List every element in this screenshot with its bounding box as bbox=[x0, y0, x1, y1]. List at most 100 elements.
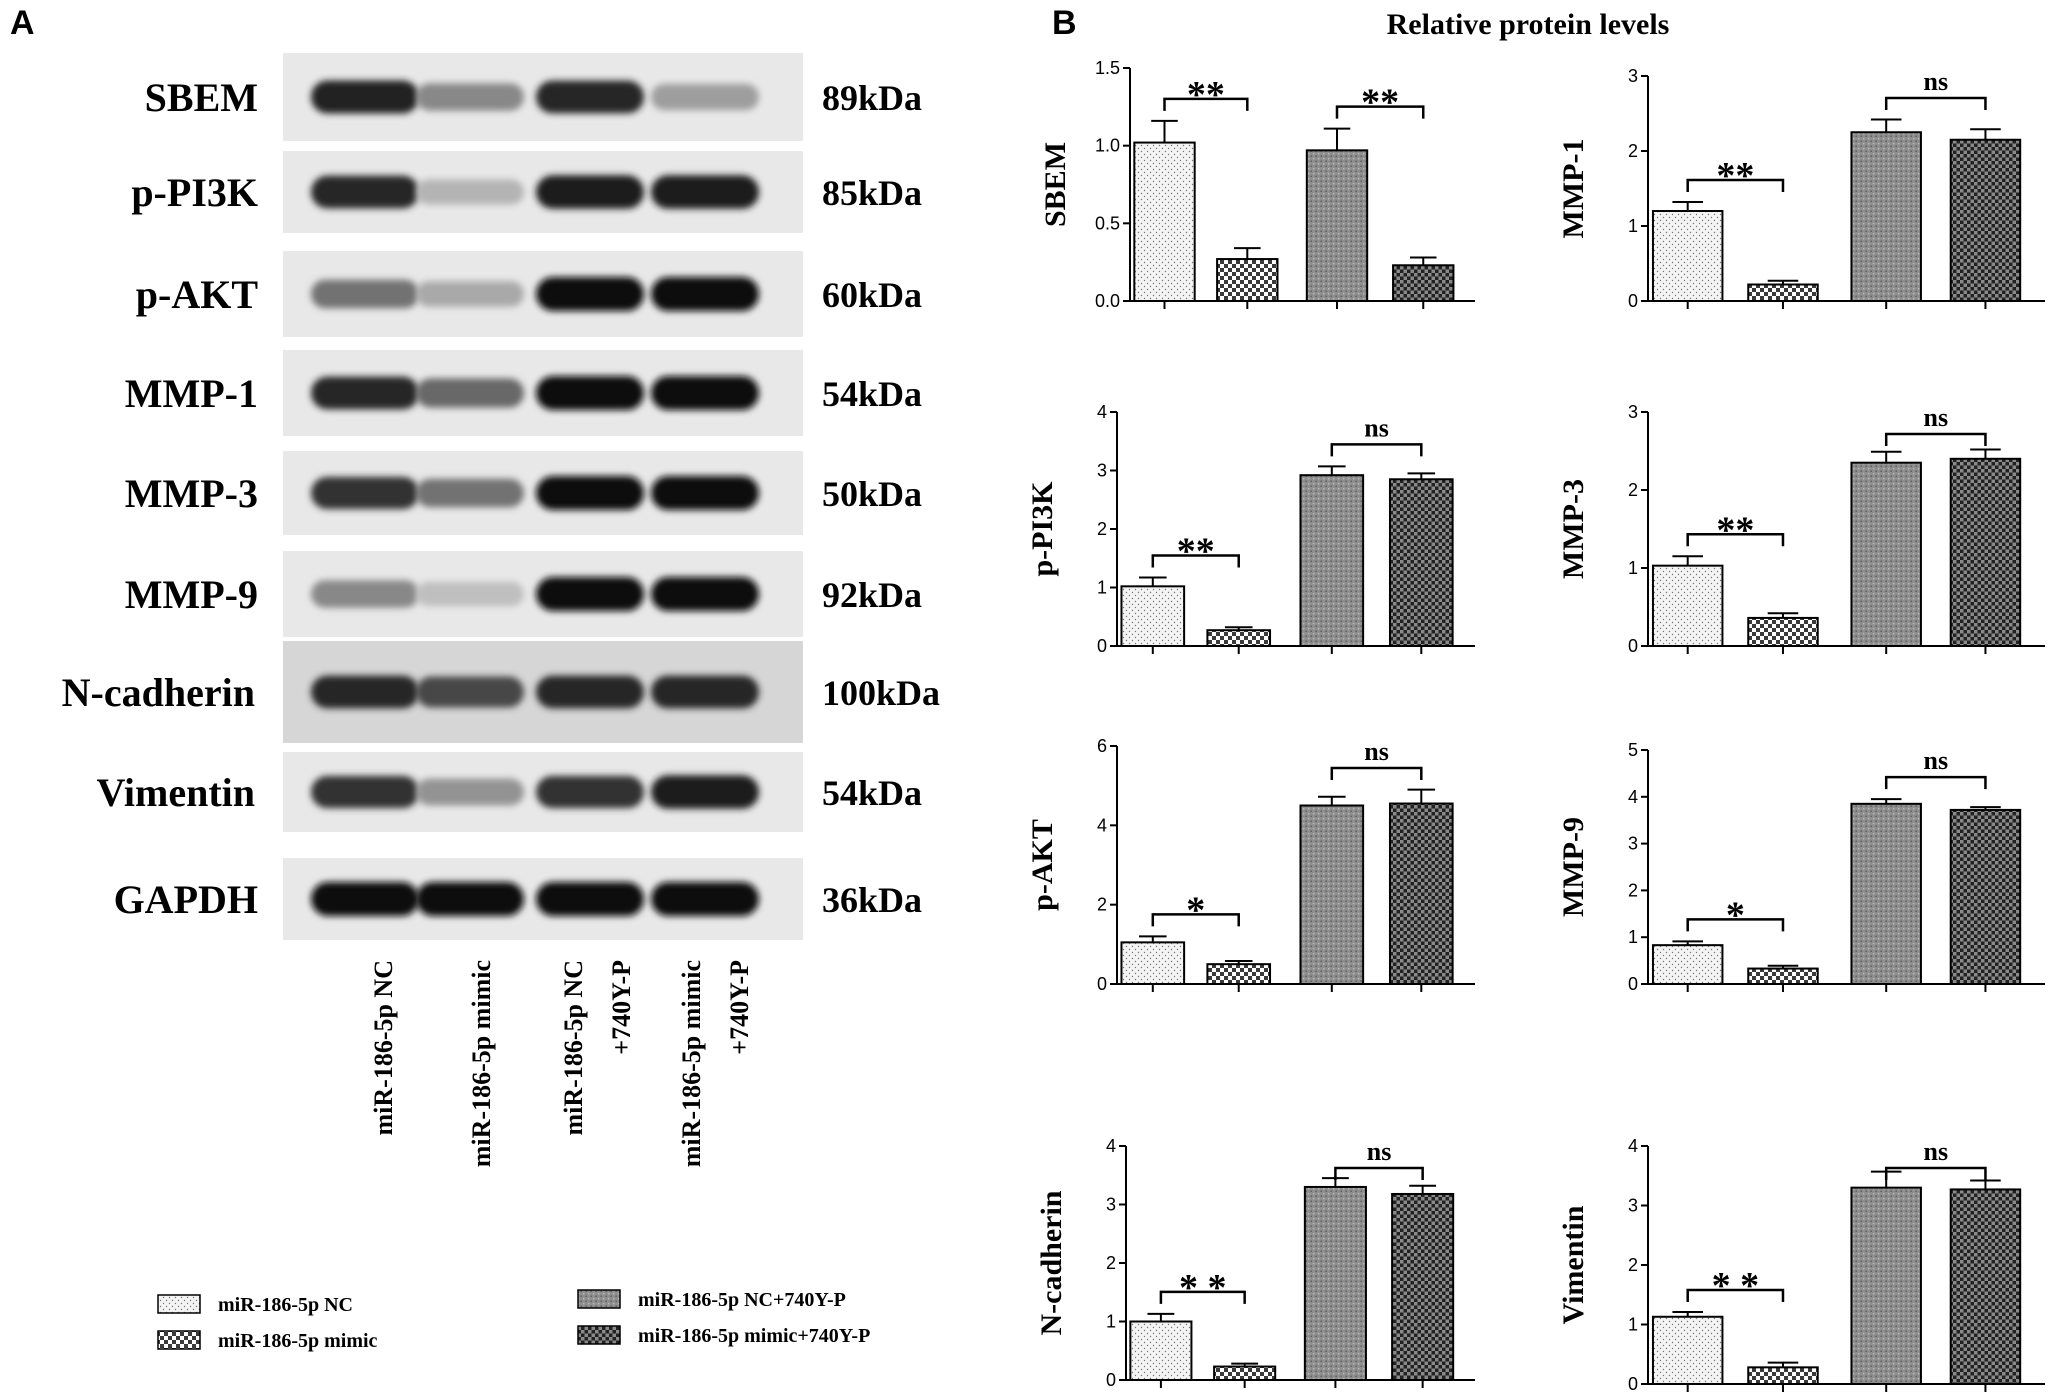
blot-band bbox=[651, 376, 759, 410]
y-axis-label: MMP-1 bbox=[1557, 139, 1590, 239]
y-tick-label: 0 bbox=[1097, 636, 1107, 656]
bar bbox=[1213, 1365, 1277, 1382]
blot-band bbox=[311, 80, 419, 114]
legend-swatch bbox=[157, 1330, 201, 1350]
blot-band bbox=[536, 675, 644, 709]
significance-label: ns bbox=[1924, 403, 1949, 432]
blot-kda-label: 54kDa bbox=[822, 374, 922, 414]
blot-band bbox=[311, 376, 419, 410]
significance-bracket bbox=[1686, 1288, 1785, 1303]
blot-band bbox=[651, 476, 759, 510]
y-tick-label: 0 bbox=[1628, 974, 1638, 994]
blot-band bbox=[311, 279, 419, 309]
y-tick-label: 3 bbox=[1628, 402, 1638, 422]
bar bbox=[1747, 1366, 1819, 1385]
blot-protein-label: Vimentin bbox=[96, 770, 255, 815]
y-tick-label: 0 bbox=[1628, 636, 1638, 656]
blot-band bbox=[416, 676, 524, 708]
bar bbox=[1120, 585, 1186, 648]
blot-band bbox=[416, 581, 524, 607]
blot-band bbox=[651, 83, 759, 111]
y-axis-label: MMP-9 bbox=[1557, 817, 1590, 917]
blot-kda-label: 50kDa bbox=[822, 474, 922, 514]
significance-bracket bbox=[1151, 554, 1240, 568]
blot-row: p-PI3K 85kDa bbox=[131, 151, 922, 233]
y-tick-label: 3 bbox=[1097, 461, 1107, 481]
significance-label: ** bbox=[1177, 531, 1215, 573]
lane-label: miR-186-5p mimic bbox=[677, 960, 706, 1167]
bar bbox=[1206, 963, 1272, 986]
legend-swatch bbox=[157, 1294, 201, 1314]
bar bbox=[1303, 1185, 1367, 1381]
bar bbox=[1747, 967, 1819, 986]
y-tick-label: 5 bbox=[1628, 740, 1638, 760]
blot-band bbox=[311, 175, 419, 209]
legend: miR-186-5p NC miR-186-5p mimic miR-186-5p … bbox=[157, 1289, 870, 1352]
bar bbox=[1388, 478, 1454, 647]
blot-band bbox=[536, 476, 644, 510]
significance-bracket bbox=[1686, 533, 1785, 547]
lane-label: miR-186-5p mimic bbox=[467, 960, 496, 1167]
y-tick-label: 0 bbox=[1628, 1374, 1638, 1394]
y-tick-label: 2 bbox=[1628, 1255, 1638, 1275]
significance-label: ns bbox=[1367, 1137, 1392, 1166]
bar-chart: 0 1 2 3 MMP-3 ** ns bbox=[1557, 402, 2045, 656]
bar-chart: 0 1 2 3 MMP-1 ** ns bbox=[1557, 66, 2045, 311]
blot-band bbox=[311, 775, 419, 809]
panel-b-title: Relative protein levels bbox=[1387, 8, 1670, 41]
bar bbox=[1206, 629, 1272, 648]
blot-band bbox=[416, 882, 524, 916]
blot-kda-label: 85kDa bbox=[822, 173, 922, 213]
y-tick-label: 1 bbox=[1628, 927, 1638, 947]
y-tick-label: 0 bbox=[1106, 1370, 1116, 1390]
y-tick-label: 4 bbox=[1097, 815, 1107, 835]
significance-bracket bbox=[1334, 1166, 1424, 1180]
significance-label: ** bbox=[1361, 82, 1399, 124]
blot-band bbox=[651, 277, 759, 311]
bar bbox=[1949, 1188, 2022, 1386]
y-tick-label: 1 bbox=[1106, 1312, 1116, 1332]
significance-label: * * bbox=[1712, 1265, 1760, 1307]
bar-chart: 0 1 2 3 4 5 MMP-9 * ns bbox=[1557, 740, 2045, 994]
y-tick-label: 4 bbox=[1628, 1136, 1638, 1156]
blot-protein-label: p-PI3K bbox=[131, 170, 258, 215]
blot-band bbox=[536, 376, 644, 410]
y-tick-label: 0 bbox=[1097, 974, 1107, 994]
blot-row: MMP-1 54kDa bbox=[125, 350, 922, 436]
bar bbox=[1747, 616, 1819, 647]
panel-b-label: B bbox=[1052, 4, 1077, 42]
bar-chart: 0.0 0.5 1.0 1.5 SBEM ** ** bbox=[1039, 58, 1475, 311]
blot-band bbox=[651, 775, 759, 809]
y-tick-label: 2 bbox=[1106, 1253, 1116, 1273]
bar bbox=[1651, 564, 1724, 647]
blot-band bbox=[536, 577, 644, 611]
y-tick-label: 3 bbox=[1628, 66, 1638, 86]
blot-protein-label: N-cadherin bbox=[62, 670, 255, 715]
blot-band bbox=[311, 476, 419, 510]
bar bbox=[1133, 141, 1196, 302]
blot-kda-label: 36kDa bbox=[822, 880, 922, 920]
lane-label: miR-186-5p NC bbox=[559, 960, 588, 1136]
y-tick-label: 3 bbox=[1628, 834, 1638, 854]
y-tick-label: 3 bbox=[1106, 1195, 1116, 1215]
blot-band bbox=[416, 378, 524, 408]
bar bbox=[1120, 941, 1186, 985]
blot-band bbox=[311, 580, 419, 608]
y-tick-label: 2 bbox=[1628, 141, 1638, 161]
bar bbox=[1850, 1186, 1922, 1386]
significance-bracket bbox=[1884, 775, 1987, 790]
y-tick-label: 4 bbox=[1106, 1136, 1116, 1156]
y-tick-label: 1 bbox=[1628, 558, 1638, 578]
significance-bracket bbox=[1163, 97, 1249, 111]
bar bbox=[1216, 258, 1279, 302]
y-tick-label: 6 bbox=[1097, 736, 1107, 756]
significance-bracket bbox=[1330, 443, 1423, 457]
blot-protein-label: MMP-1 bbox=[125, 371, 258, 416]
blot-kda-label: 54kDa bbox=[822, 773, 922, 813]
y-tick-label: 1 bbox=[1628, 216, 1638, 236]
significance-bracket bbox=[1884, 1166, 1987, 1180]
bar bbox=[1949, 808, 2022, 985]
bar bbox=[1949, 457, 2022, 647]
y-tick-label: 0.0 bbox=[1095, 291, 1120, 311]
